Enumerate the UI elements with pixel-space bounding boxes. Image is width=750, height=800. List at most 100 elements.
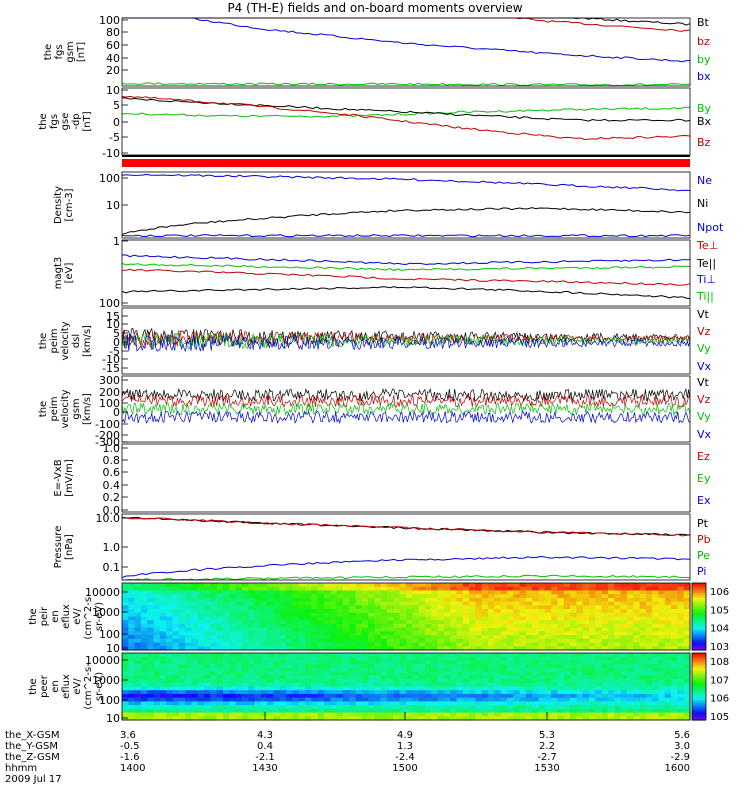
heatmap-cell [229, 590, 237, 595]
heatmap-cell [140, 653, 148, 658]
heatmap-cell [298, 690, 306, 695]
heatmap-cell [210, 705, 218, 710]
legend-Ey: Ey [697, 472, 711, 485]
heatmap-cell [387, 697, 394, 702]
heatmap-cell [424, 701, 432, 706]
heatmap-cell [677, 686, 685, 691]
heatmap-cell [147, 609, 155, 614]
heatmap-cell [361, 712, 369, 717]
heatmap-cell [570, 697, 577, 702]
heatmap-cell [229, 708, 237, 714]
y-tick-label: 60 [106, 39, 120, 52]
heatmap-cell [563, 667, 571, 673]
heatmap-cell [159, 642, 167, 647]
heatmap-cell [349, 631, 357, 636]
heatmap-cell [506, 612, 514, 618]
heatmap-cell [267, 620, 275, 625]
heatmap-cell [292, 697, 300, 702]
heatmap-cell [336, 667, 344, 673]
heatmap-cell [342, 656, 350, 662]
heatmap-cell [500, 686, 508, 691]
heatmap-cell [311, 701, 319, 706]
heatmap-cell [557, 620, 565, 625]
colorbar-segment [692, 659, 706, 662]
heatmap-cell [532, 627, 540, 632]
heatmap-cell [298, 601, 306, 606]
heatmap-cell [273, 594, 281, 599]
y-tick-label: 200 [99, 386, 120, 399]
heatmap-cell [260, 697, 268, 702]
z-gsm-value: -2.4 [395, 752, 415, 763]
heatmap-cell [494, 697, 502, 702]
heatmap-cell [191, 620, 199, 625]
y-axis-label: gse [60, 113, 71, 131]
heatmap-cell [437, 697, 445, 702]
heatmap-cell [140, 686, 148, 691]
y-tick-label: -5 [109, 131, 120, 144]
heatmap-cell [267, 646, 275, 651]
heatmap-cell [500, 664, 508, 669]
heatmap-cell [248, 597, 256, 603]
heatmap-cell [323, 656, 331, 662]
heatmap-cell [494, 705, 502, 710]
heatmap-cell [551, 638, 559, 644]
heatmap-cell [532, 679, 540, 684]
heatmap-cell [311, 693, 319, 699]
legend-Vx: Vx [697, 360, 712, 373]
heatmap-cell [323, 690, 331, 695]
heatmap-cell [368, 671, 376, 676]
heatmap-cell [431, 597, 439, 603]
heatmap-cell [418, 635, 426, 640]
heatmap-cell [349, 612, 357, 618]
heatmap-cell [538, 605, 546, 610]
heatmap-cell [443, 609, 451, 614]
heatmap-cell [122, 671, 129, 676]
heatmap-cell [607, 627, 615, 632]
panel-frame [121, 513, 691, 581]
heatmap-cell [374, 697, 382, 702]
heatmap-cell [349, 653, 357, 658]
heatmap-cell [292, 590, 300, 595]
heatmap-cell [210, 590, 218, 595]
heatmap-cell [147, 597, 155, 603]
heatmap-cell [197, 653, 205, 658]
heatmap-cell [235, 679, 243, 684]
heatmap-cell [254, 601, 262, 606]
heatmap-cell [380, 601, 388, 606]
heatmap-cell [626, 594, 634, 599]
heatmap-cell [330, 623, 338, 629]
heatmap-cell [122, 701, 129, 706]
heatmap-cell [633, 642, 641, 647]
heatmap-cell [664, 620, 672, 625]
heatmap-cell [607, 612, 615, 618]
heatmap-cell [140, 716, 148, 721]
heatmap-cell [652, 686, 660, 691]
heatmap-cell [557, 697, 565, 702]
heatmap-cell [582, 594, 590, 599]
heatmap-cell [525, 697, 533, 702]
heatmap-cell [216, 697, 224, 702]
heatmap-cell [506, 646, 514, 651]
heatmap-cell [576, 712, 584, 717]
heatmap-cell [305, 690, 312, 695]
heatmap-cell [178, 701, 186, 706]
heatmap-cell [361, 620, 369, 625]
heatmap-cell [248, 664, 256, 669]
heatmap-cell [248, 656, 256, 662]
heatmap-cell [185, 620, 193, 625]
heatmap-cell [399, 686, 407, 691]
heatmap-cell [620, 642, 628, 647]
heatmap-cell [311, 679, 319, 684]
heatmap-cell [443, 627, 451, 632]
heatmap-cell [279, 712, 287, 717]
heatmap-cell [210, 679, 218, 684]
heatmap-cell [607, 693, 615, 699]
heatmap-cell [418, 609, 426, 614]
heatmap-cell [614, 671, 622, 676]
heatmap-cell [128, 635, 136, 640]
heatmap-cell [330, 716, 338, 721]
colorbar-segment [692, 691, 706, 694]
heatmap-cell [159, 583, 167, 588]
heatmap-cell [204, 627, 211, 632]
heatmap-cell [204, 697, 211, 702]
